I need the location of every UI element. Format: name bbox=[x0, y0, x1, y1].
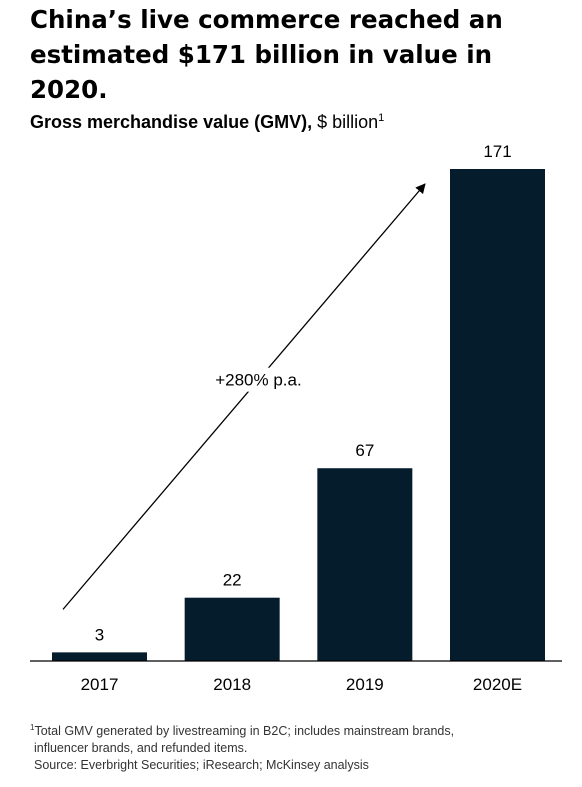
growth-label: +280% p.a. bbox=[215, 371, 302, 390]
category-label-2018: 2018 bbox=[213, 675, 251, 694]
subtitle-metric: Gross merchandise value (GMV), bbox=[30, 112, 313, 132]
chart-title: China’s live commerce reached an estimat… bbox=[30, 5, 503, 104]
footnote-note-line1: Total GMV generated by livestreaming in … bbox=[34, 724, 455, 739]
value-label-2017: 3 bbox=[95, 625, 104, 644]
value-label-2018: 22 bbox=[223, 571, 242, 590]
bar-2020e bbox=[450, 169, 545, 661]
subtitle-footnote-mark: 1 bbox=[378, 112, 385, 124]
growth-arrow bbox=[62, 183, 426, 610]
bar-2017 bbox=[52, 652, 147, 661]
subtitle-unit: $ billion bbox=[312, 112, 379, 132]
bar-2019 bbox=[317, 468, 413, 661]
value-label-2019: 67 bbox=[355, 441, 374, 460]
footnote-note: 1Total GMV generated by livestreaming in… bbox=[30, 719, 570, 740]
value-label-2020e: 171 bbox=[483, 142, 511, 161]
bars-group bbox=[52, 169, 545, 661]
footnote-source: Source: Everbright Securities; iResearch… bbox=[34, 758, 369, 773]
bar-chart: 3 22 67 171 2017 2018 2019 2020E +280% p.a. bbox=[30, 142, 562, 694]
category-labels-group: 2017 2018 2019 2020E bbox=[81, 675, 523, 694]
bar-2018 bbox=[184, 597, 280, 661]
category-label-2017: 2017 bbox=[81, 675, 119, 694]
value-labels-group: 3 22 67 171 bbox=[95, 142, 512, 644]
footnote-note-line2: influencer brands, and refunded items. bbox=[34, 741, 248, 756]
growth-label-background bbox=[206, 367, 311, 392]
footnotes: 1Total GMV generated by livestreaming in… bbox=[30, 719, 570, 774]
footnote-mark: 1 bbox=[30, 723, 35, 732]
category-label-2019: 2019 bbox=[346, 675, 384, 694]
annotations-group: +280% p.a. bbox=[62, 183, 426, 610]
chart-subtitle: Gross merchandise value (GMV), $ billion… bbox=[30, 106, 384, 134]
category-label-2020e: 2020E bbox=[473, 675, 522, 694]
